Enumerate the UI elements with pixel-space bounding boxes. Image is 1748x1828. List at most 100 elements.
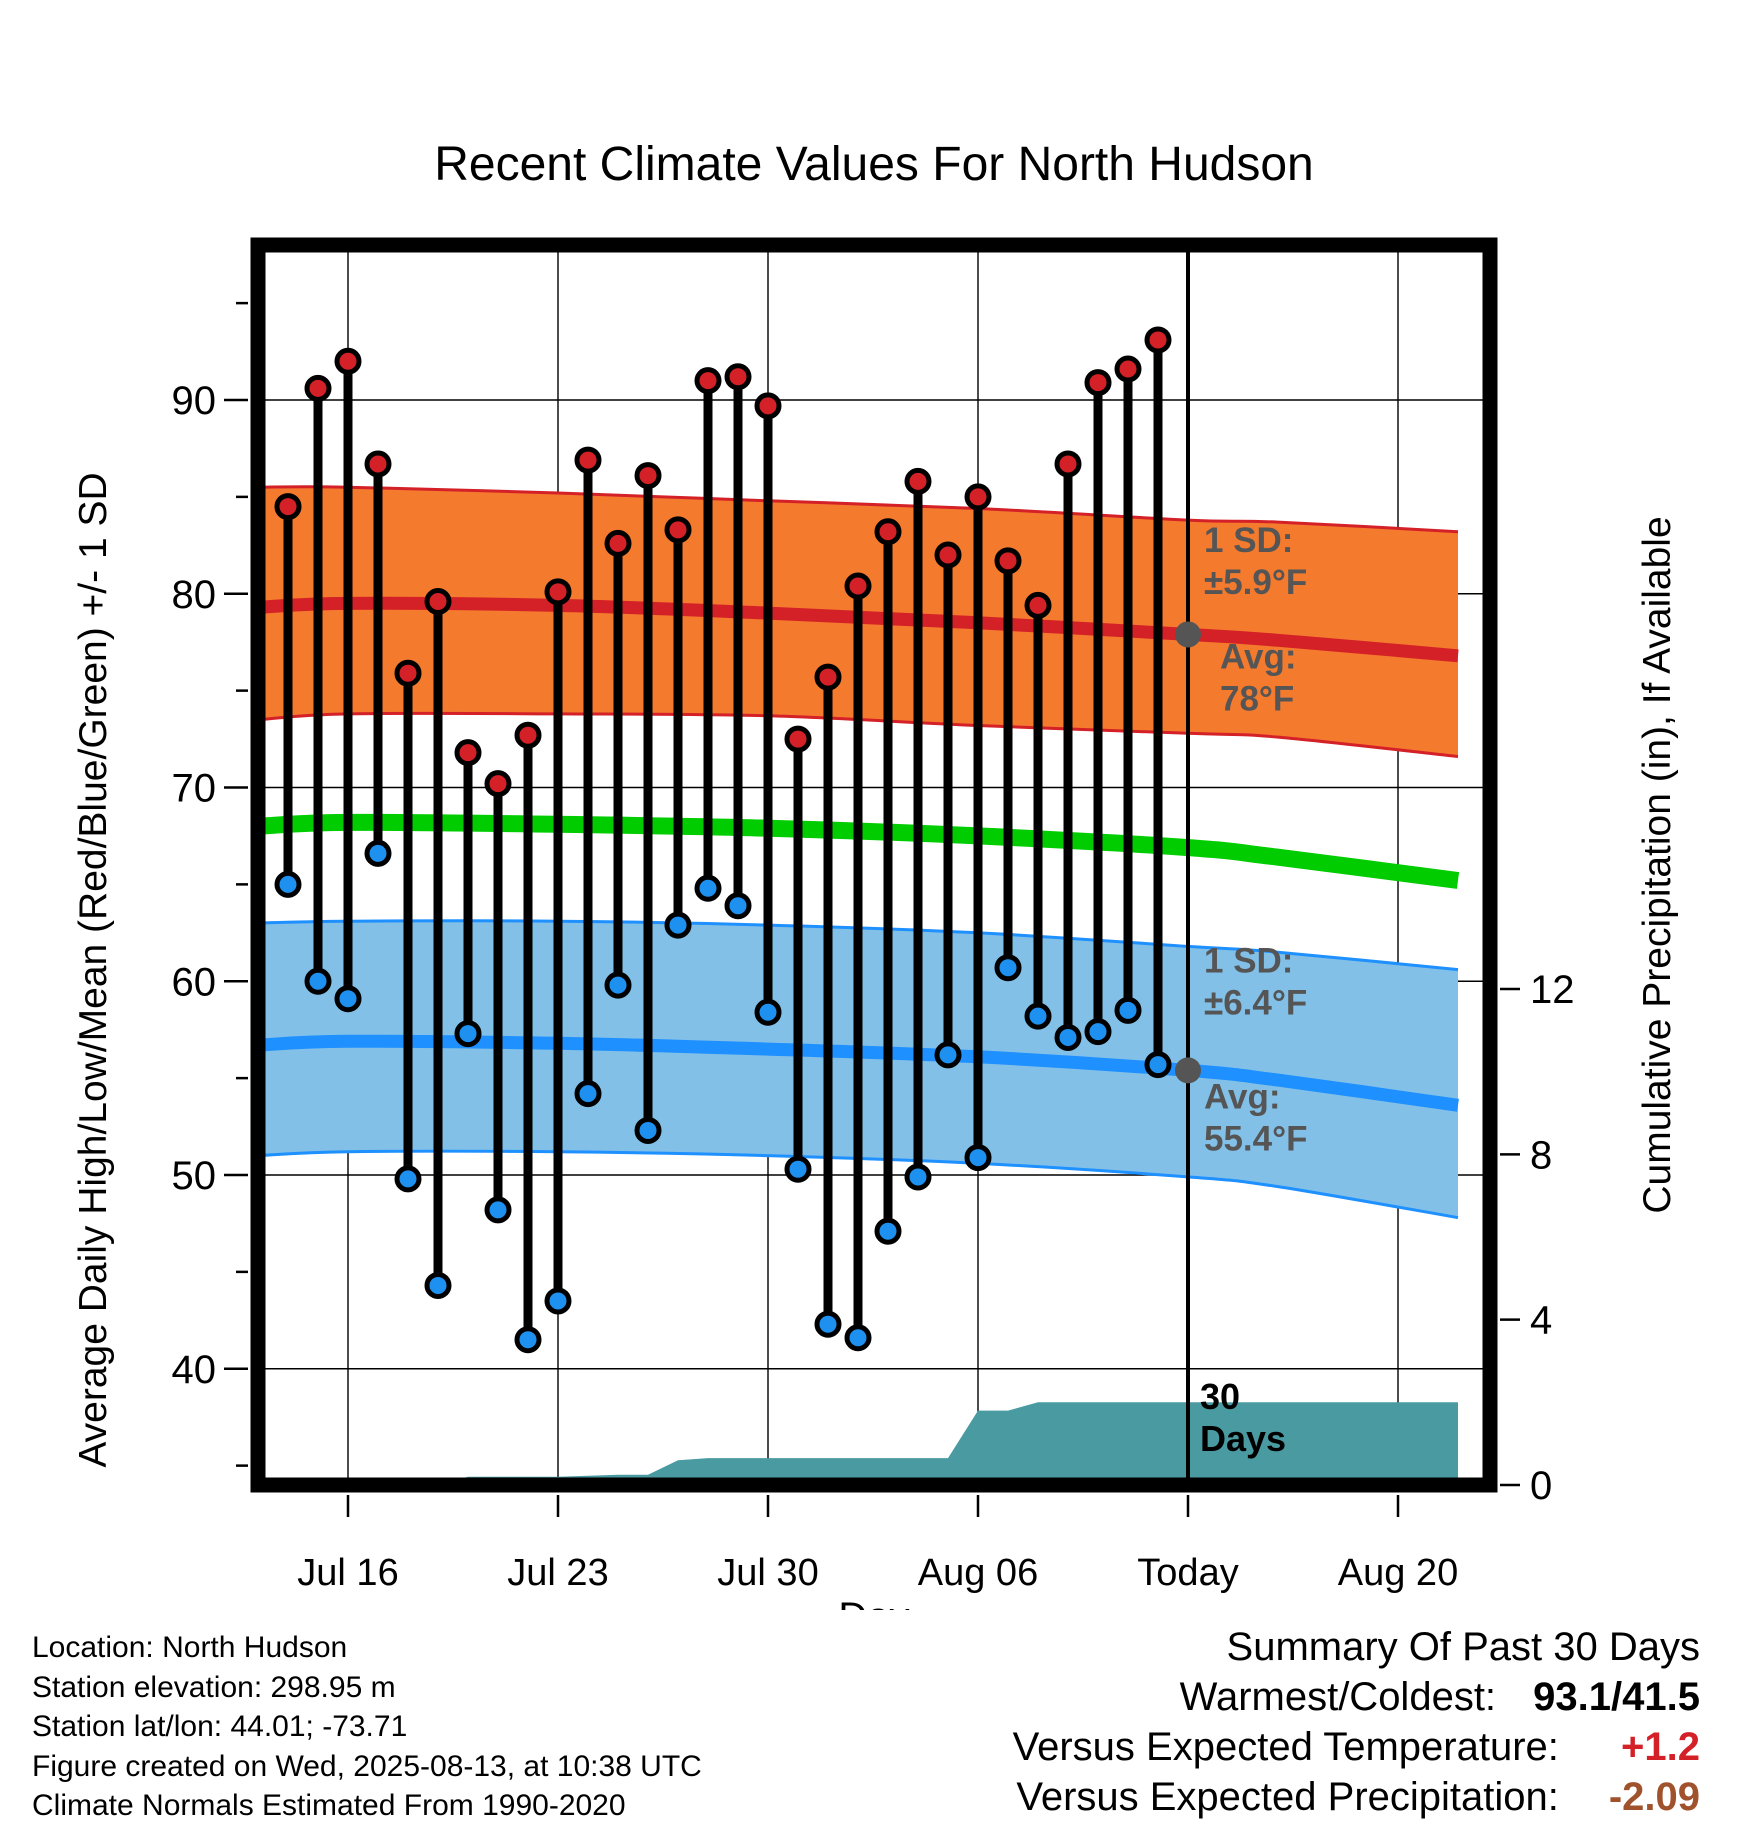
x-tick-label: Jul 30: [717, 1552, 818, 1594]
low-avg-annotation: Avg:: [1204, 1077, 1280, 1116]
temp-departure-value: +1.2: [1621, 1725, 1700, 1769]
daily-low-point: [634, 1116, 662, 1144]
today-low-normal-marker: [1175, 1057, 1201, 1084]
daily-high-point: [454, 739, 482, 767]
daily-high-point: [304, 374, 332, 402]
daily-low-point: [814, 1310, 842, 1338]
daily-low-point: [844, 1324, 872, 1352]
daily-low-point: [874, 1217, 902, 1245]
daily-high-point: [874, 518, 902, 546]
daily-low-point: [274, 870, 302, 898]
daily-low-point: [1024, 1002, 1052, 1030]
y-tick-label: 60: [172, 960, 217, 1004]
x-tick-label: Jul 23: [507, 1552, 608, 1594]
daily-high-point: [1114, 355, 1142, 383]
daily-high-point: [904, 467, 932, 495]
daily-high-point: [634, 462, 662, 490]
today-high-normal-marker: [1175, 621, 1201, 648]
y2-tick-label: 4: [1530, 1299, 1552, 1343]
precip-area: [258, 1402, 1458, 1485]
daily-low-point: [994, 954, 1022, 982]
chart-title: Recent Climate Values For North Hudson: [434, 138, 1314, 191]
figure-created: Figure created on Wed, 2025-08-13, at 10…: [32, 1749, 702, 1783]
daily-high-point: [844, 572, 872, 600]
warm-cold-value: 93.1/41.5: [1533, 1675, 1700, 1719]
period-annotation-1: 30: [1200, 1376, 1240, 1417]
daily-high-point: [604, 529, 632, 557]
daily-high-point: [1084, 369, 1112, 397]
station-location: Location: North Hudson: [32, 1631, 348, 1664]
x-tick-label: Today: [1137, 1552, 1238, 1594]
daily-low-point: [394, 1165, 422, 1193]
daily-high-point: [664, 516, 692, 544]
daily-low-point: [754, 998, 782, 1026]
x-tick-label: Aug 06: [918, 1552, 1038, 1594]
daily-low-point: [304, 967, 332, 995]
daily-high-point: [514, 721, 542, 749]
y-axis-label: Average Daily High/Low/Mean (Red/Blue/Gr…: [72, 472, 115, 1467]
x-tick-label: Aug 20: [1338, 1552, 1458, 1594]
plot-frame: [250, 237, 1498, 1493]
summary-panel: Summary Of Past 30 Days Warmest/Coldest:…: [940, 1622, 1700, 1822]
climate-chart: Recent Climate Values For North Hudson 1…: [72, 138, 1679, 1610]
daily-low-point: [424, 1271, 452, 1299]
precip-departure-label: Versus Expected Precipitation:: [1016, 1775, 1559, 1819]
y2-tick-label: 8: [1530, 1133, 1552, 1177]
temp-departure-label: Versus Expected Temperature:: [1012, 1725, 1559, 1769]
daily-low-point: [544, 1287, 572, 1315]
daily-high-point: [274, 493, 302, 521]
high-sd-value-annotation: ±5.9°F: [1204, 563, 1307, 602]
daily-high-point: [724, 363, 752, 391]
station-elevation: Station elevation: 298.95 m: [32, 1670, 396, 1704]
daily-high-point: [1054, 450, 1082, 478]
daily-low-point: [574, 1080, 602, 1108]
daily-low-point: [964, 1144, 992, 1172]
daily-low-point: [604, 971, 632, 999]
daily-low-point: [1084, 1018, 1112, 1046]
summary-title: Summary Of Past 30 Days: [1226, 1625, 1700, 1669]
daily-high-point: [1144, 326, 1172, 354]
station-info: Location: North Hudson Station elevation…: [32, 1628, 702, 1826]
daily-low-point: [1114, 996, 1142, 1024]
daily-high-point: [814, 663, 842, 691]
summary-precip-row: Versus Expected Precipitation: -2.09: [940, 1772, 1700, 1822]
daily-high-point: [754, 392, 782, 420]
daily-high-point: [784, 725, 812, 753]
y-tick-label: 70: [172, 767, 217, 811]
daily-low-point: [514, 1326, 542, 1354]
daily-high-point: [334, 347, 362, 375]
daily-low-point: [484, 1196, 512, 1224]
y2-tick-label: 0: [1530, 1464, 1552, 1508]
daily-high-point: [544, 578, 572, 606]
summary-warm-cold-row: Warmest/Coldest: 93.1/41.5: [940, 1672, 1700, 1722]
daily-high-point: [934, 541, 962, 569]
station-latlon: Station lat/lon: 44.01; -73.71: [32, 1710, 408, 1743]
x-tick-label: Jul 16: [297, 1552, 398, 1594]
daily-high-point: [484, 770, 512, 798]
daily-low-point: [454, 1020, 482, 1048]
high-sd-band-upper-edge: [258, 485, 1459, 534]
x-axis-label: Day: [838, 1595, 909, 1610]
y2-axis-label: Cumulative Precipitation (in), If Availa…: [1636, 516, 1679, 1213]
daily-high-point: [424, 588, 452, 615]
low-sd-annotation: 1 SD:: [1204, 941, 1293, 980]
daily-low-point: [1144, 1051, 1172, 1079]
daily-low-point: [784, 1155, 812, 1183]
y-tick-label: 50: [172, 1154, 217, 1198]
normals-period: Climate Normals Estimated From 1990-2020: [32, 1789, 626, 1822]
daily-low-point: [364, 839, 392, 867]
daily-high-point: [364, 450, 392, 478]
daily-high-point: [1024, 591, 1052, 619]
period-annotation-2: Days: [1200, 1418, 1286, 1459]
daily-low-point: [904, 1163, 932, 1191]
low-avg-value-annotation: 55.4°F: [1204, 1119, 1308, 1158]
daily-high-point: [574, 446, 602, 474]
daily-high-point: [994, 547, 1022, 575]
daily-low-point: [724, 892, 752, 920]
daily-low-point: [334, 985, 362, 1013]
precip-departure-value: -2.09: [1608, 1775, 1700, 1819]
high-normal-line: [258, 596, 1459, 663]
high-avg-value-annotation: 78°F: [1220, 679, 1294, 718]
summary-temp-row: Versus Expected Temperature: +1.2: [940, 1722, 1700, 1772]
high-avg-annotation: Avg:: [1220, 637, 1296, 676]
